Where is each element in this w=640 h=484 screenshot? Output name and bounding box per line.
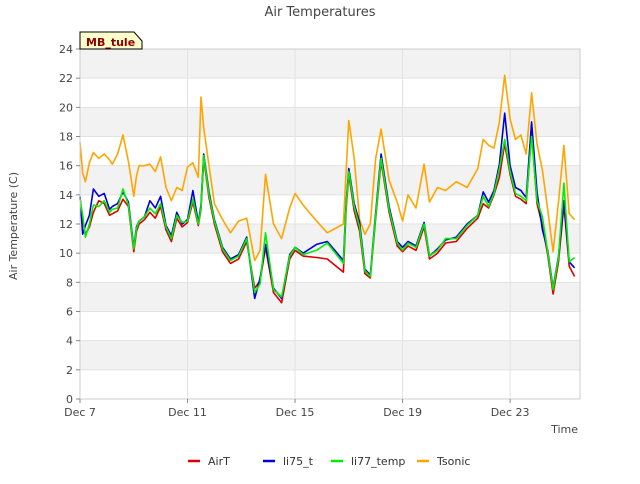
site-label-text: MB_tule bbox=[86, 36, 135, 49]
site-label-box bbox=[79, 31, 143, 50]
legend-item-li75_t: li75_t bbox=[263, 455, 314, 468]
chart-title: Air Temperatures bbox=[264, 5, 375, 20]
y-axis-label: Air Temperature (C) bbox=[7, 172, 20, 280]
y-tick-label: 12 bbox=[59, 218, 73, 231]
grid-band bbox=[80, 49, 580, 79]
y-tick-label: 8 bbox=[66, 276, 73, 289]
y-tick-label: 6 bbox=[66, 306, 73, 319]
legend-item-li77_temp: li77_temp bbox=[331, 455, 405, 468]
grid-band bbox=[80, 340, 580, 370]
x-tick-label: Dec 11 bbox=[168, 406, 207, 419]
series-line-li77_temp bbox=[79, 135, 576, 298]
y-tick-label: 16 bbox=[59, 160, 73, 173]
y-tick-label: 10 bbox=[59, 247, 73, 260]
site-label-badge: MB_tule bbox=[79, 31, 143, 50]
grid-band bbox=[80, 282, 580, 312]
y-tick-label: 14 bbox=[59, 189, 73, 202]
x-tick-label: Dec 19 bbox=[383, 406, 422, 419]
x-tick-label: Dec 23 bbox=[491, 406, 530, 419]
y-tick-label: 22 bbox=[59, 72, 73, 85]
series-layer bbox=[79, 74, 576, 304]
x-tick-label: Dec 15 bbox=[276, 406, 315, 419]
plot-bands bbox=[80, 49, 580, 370]
legend-item-tsonic: Tsonic bbox=[417, 455, 470, 468]
y-tick-label: 18 bbox=[59, 131, 73, 144]
x-tick-label: Dec 7 bbox=[64, 406, 96, 419]
legend-label: AirT bbox=[208, 455, 230, 468]
y-tick-label: 20 bbox=[59, 101, 73, 114]
x-tick-labels: Dec 7 Dec 11 Dec 15 Dec 19 Dec 23 bbox=[64, 399, 529, 419]
legend: AirT li75_t li77_temp Tsonic bbox=[188, 455, 470, 468]
legend-label: li75_t bbox=[283, 455, 314, 468]
grid-band bbox=[80, 224, 580, 254]
y-tick-label: 4 bbox=[66, 335, 73, 348]
series-line-tsonic bbox=[79, 74, 576, 262]
series-line-airt bbox=[79, 131, 576, 304]
legend-label: Tsonic bbox=[436, 455, 470, 468]
x-axis-label: Time bbox=[550, 423, 578, 436]
y-tick-label: 2 bbox=[66, 364, 73, 377]
legend-label: li77_temp bbox=[351, 455, 405, 468]
y-tick-label: 24 bbox=[59, 43, 73, 56]
y-tick-label: 0 bbox=[66, 393, 73, 406]
legend-item-airt: AirT bbox=[188, 455, 230, 468]
